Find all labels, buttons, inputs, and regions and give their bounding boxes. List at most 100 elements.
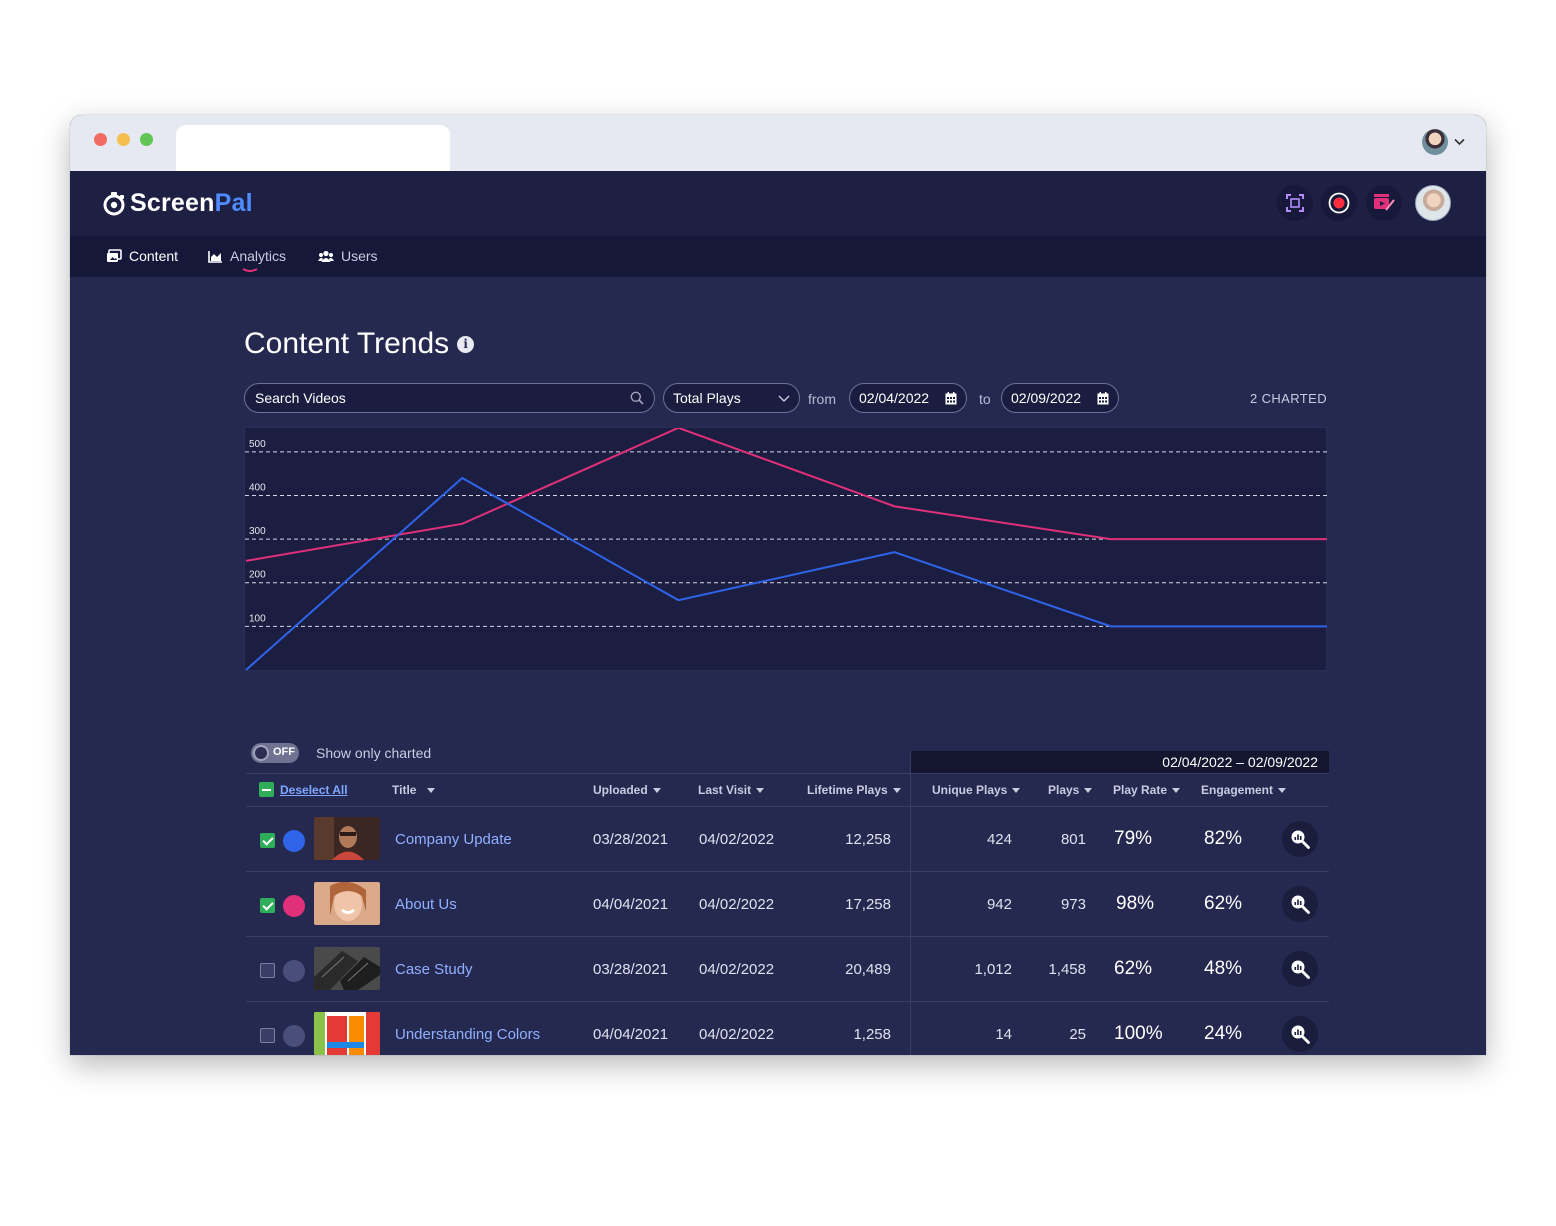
last-visit-cell: 04/02/2022 (699, 896, 775, 913)
logo-text-pal: Pal (214, 189, 253, 217)
series-line-2[interactable] (245, 476, 1327, 671)
info-icon[interactable]: i (457, 335, 475, 353)
browser-profile-avatar[interactable] (1422, 129, 1448, 155)
last-visit-cell: 04/02/2022 (699, 961, 775, 978)
th-engagement[interactable]: Engagement (1201, 783, 1287, 797)
nav-item-analytics[interactable]: Analytics (208, 248, 286, 264)
row-checkbox[interactable] (260, 963, 275, 978)
unique-plays-cell: 1,012 (974, 961, 1012, 978)
chevron-down-icon[interactable] (1454, 135, 1465, 149)
engagement-cell: 62% (1204, 893, 1243, 914)
th-lifetime-plays[interactable]: Lifetime Plays (807, 783, 901, 797)
y-tick-label: 400 (249, 482, 266, 493)
nav-item-content[interactable]: Content (106, 248, 178, 264)
chevron-down-icon (778, 395, 790, 402)
nav-item-users[interactable]: Users (318, 248, 378, 264)
video-title-link[interactable]: About Us (395, 896, 457, 913)
th-play-rate-label: Play Rate (1113, 783, 1168, 797)
th-plays[interactable]: Plays (1048, 783, 1093, 797)
trend-chart-svg: 100 200 300 400 500 (245, 426, 1328, 671)
column-divider (910, 751, 911, 1055)
row-checkbox[interactable] (260, 898, 275, 913)
row-checkbox[interactable] (260, 833, 275, 848)
uploaded-cell: 04/04/2021 (593, 896, 669, 913)
lifetime-plays-cell: 1,258 (853, 1026, 891, 1043)
video-thumbnail[interactable] (314, 947, 380, 990)
lifetime-plays-cell: 20,489 (845, 961, 891, 978)
uploaded-cell: 04/04/2021 (593, 1026, 669, 1043)
browser-tab[interactable] (176, 125, 450, 171)
sort-caret-icon (1012, 787, 1021, 793)
series-line-1[interactable] (245, 426, 1327, 562)
video-thumbnail[interactable] (314, 882, 380, 925)
th-title[interactable]: Title (392, 783, 436, 797)
date-range-header: 02/04/2022 – 02/09/2022 (911, 751, 1329, 773)
video-title-link[interactable]: Case Study (395, 961, 473, 978)
from-date-value: 02/04/2022 (859, 390, 930, 406)
deselect-all-link[interactable]: Deselect All (280, 783, 348, 797)
search-placeholder: Search Videos (255, 390, 346, 406)
th-uploaded[interactable]: Uploaded (593, 783, 661, 797)
record-icon[interactable] (1321, 185, 1357, 221)
row-checkbox[interactable] (260, 1028, 275, 1043)
table-row[interactable]: Understanding Colors 04/04/2021 04/02/20… (246, 1002, 1329, 1055)
to-date-picker[interactable]: 02/09/2022 (1001, 383, 1119, 413)
charted-count: 2 CHARTED (1249, 391, 1327, 406)
view-details-button[interactable] (1282, 1016, 1318, 1052)
view-details-button[interactable] (1282, 821, 1318, 857)
deselect-all-checkbox[interactable] (259, 782, 274, 797)
screenshot-icon[interactable] (1277, 185, 1313, 221)
engagement-cell: 24% (1204, 1023, 1243, 1044)
screenpal-logo[interactable]: ScreenPal (102, 189, 253, 218)
nav-item-users-label: Users (341, 248, 378, 264)
sort-caret-icon (756, 787, 765, 793)
show-charted-toggle[interactable]: OFF (251, 743, 299, 763)
th-unique-plays[interactable]: Unique Plays (932, 783, 1021, 797)
search-input[interactable]: Search Videos (244, 383, 655, 413)
sort-caret-icon (1278, 787, 1287, 793)
content-icon (107, 249, 122, 262)
th-lifetime-plays-label: Lifetime Plays (807, 783, 888, 797)
search-icon (630, 391, 644, 405)
series-color-swatch (283, 960, 305, 982)
lifetime-plays-cell: 12,258 (845, 831, 891, 848)
calendar-icon (1097, 392, 1109, 405)
last-visit-cell: 04/02/2022 (699, 831, 775, 848)
maximize-window-button[interactable] (140, 133, 153, 146)
user-avatar[interactable] (1415, 185, 1451, 221)
video-title-link[interactable]: Understanding Colors (395, 1026, 541, 1043)
analytics-underline (242, 268, 258, 272)
th-play-rate[interactable]: Play Rate (1113, 783, 1181, 797)
video-title-link[interactable]: Company Update (395, 831, 512, 848)
nav-item-content-label: Content (129, 248, 179, 264)
sort-caret-icon (652, 787, 661, 793)
zoom-analytics-icon (1291, 1025, 1310, 1044)
view-details-button[interactable] (1282, 886, 1318, 922)
y-tick-label: 100 (249, 613, 266, 624)
close-window-button[interactable] (94, 133, 107, 146)
table-row[interactable]: Case Study 03/28/2021 04/02/2022 20,489 … (246, 937, 1329, 1002)
metric-select[interactable]: Total Plays (663, 383, 800, 413)
to-label: to (979, 391, 991, 407)
from-label: from (808, 391, 836, 407)
calendar-icon (945, 392, 957, 405)
date-range-label: 02/04/2022 – 02/09/2022 (1162, 754, 1318, 770)
series-color-swatch (283, 895, 305, 917)
play-rate-cell: 100% (1114, 1023, 1163, 1044)
browser-chrome (70, 115, 1486, 171)
th-last-visit[interactable]: Last Visit (698, 783, 765, 797)
video-thumbnail[interactable] (314, 1012, 380, 1055)
minimize-window-button[interactable] (117, 133, 130, 146)
unique-plays-cell: 14 (995, 1026, 1012, 1043)
main-nav: Content Analytics Users (70, 236, 1486, 277)
table-row[interactable]: Company Update 03/28/2021 04/02/2022 12,… (246, 807, 1329, 872)
view-details-button[interactable] (1282, 951, 1318, 987)
unique-plays-cell: 942 (986, 896, 1012, 913)
video-edit-icon[interactable] (1366, 185, 1402, 221)
from-date-picker[interactable]: 02/04/2022 (849, 383, 967, 413)
plays-cell: 973 (1060, 896, 1086, 913)
video-thumbnail[interactable] (314, 817, 380, 860)
table-row[interactable]: About Us 04/04/2021 04/02/2022 17,258 94… (246, 872, 1329, 937)
sort-caret-icon (1172, 787, 1181, 793)
plays-cell: 25 (1069, 1026, 1086, 1043)
